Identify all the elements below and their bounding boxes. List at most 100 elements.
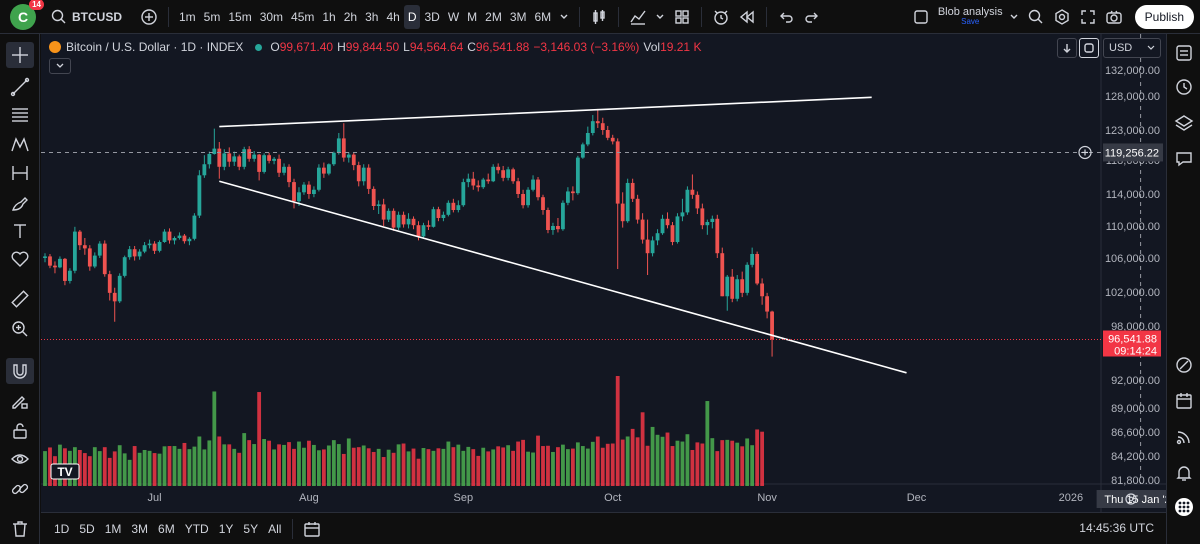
chats-button[interactable] <box>1171 146 1197 172</box>
streams-button[interactable] <box>1171 424 1197 450</box>
fib-tool[interactable] <box>6 102 34 128</box>
chart-type-button[interactable] <box>586 5 612 29</box>
trendline-2[interactable] <box>219 180 907 374</box>
fullscreen-button[interactable] <box>1075 5 1101 29</box>
notification-badge: 14 <box>29 0 44 10</box>
range-5d[interactable]: 5D <box>79 521 95 536</box>
measure-tool[interactable] <box>6 286 34 312</box>
notifications-button[interactable] <box>1171 460 1197 486</box>
layout-menu[interactable]: Blob analysis Save <box>908 5 1023 29</box>
interval-2m[interactable]: 2M <box>485 9 502 24</box>
volume-bar <box>615 376 620 486</box>
range-1d[interactable]: 1D <box>54 521 70 536</box>
quick-search-button[interactable] <box>1023 5 1049 29</box>
pattern-tool[interactable] <box>6 132 34 158</box>
range-6m[interactable]: 6M <box>158 521 175 536</box>
candle-body <box>615 141 620 204</box>
trendline-layer[interactable] <box>219 96 907 374</box>
interval-6m[interactable]: 6M <box>534 9 552 24</box>
interval-w[interactable]: W <box>447 9 460 24</box>
utc-clock[interactable]: 14:45:36 UTC <box>1079 521 1154 535</box>
forecast-tool[interactable] <box>6 160 34 186</box>
candle-body <box>391 210 396 228</box>
chart-canvas[interactable]: 132,000.00128,000.00123,000.00118,000.00… <box>41 34 1166 512</box>
interval-1m[interactable]: 1m <box>179 9 196 24</box>
volume-layer <box>43 376 765 486</box>
alert-button[interactable] <box>708 5 734 29</box>
volume-bar <box>476 455 481 486</box>
text-tool[interactable] <box>6 218 34 244</box>
interval-3d[interactable]: 3D <box>424 9 440 24</box>
lock-drawing-tool[interactable] <box>6 388 34 414</box>
goto-date-button[interactable] <box>299 517 325 541</box>
interval-4h[interactable]: 4h <box>386 9 400 24</box>
candle-body <box>82 245 87 249</box>
favorites-tool[interactable] <box>6 246 34 272</box>
compare-button[interactable] <box>136 5 162 29</box>
candle-body <box>232 156 237 162</box>
interval-3h[interactable]: 3h <box>365 9 379 24</box>
calendar-button[interactable] <box>1171 388 1197 414</box>
range-1y[interactable]: 1Y <box>218 521 234 536</box>
scroll-to-latest-button[interactable] <box>1057 38 1077 58</box>
replay-button[interactable] <box>734 5 760 29</box>
range-1m[interactable]: 1M <box>104 521 122 536</box>
interval-2h[interactable]: 2h <box>343 9 358 24</box>
crosshair-tool[interactable] <box>6 42 34 68</box>
interval-45m[interactable]: 45m <box>291 9 315 24</box>
brush-tool[interactable] <box>6 190 34 216</box>
indicators-dropdown[interactable] <box>651 5 669 29</box>
symbol-search[interactable]: BTCUSD <box>46 5 126 29</box>
link-tool[interactable] <box>6 476 34 502</box>
interval-1h[interactable]: 1h <box>322 9 336 24</box>
legend-collapse-button[interactable] <box>49 58 71 74</box>
candle-body <box>331 152 336 165</box>
volume-bar <box>570 448 575 486</box>
indicators-button[interactable] <box>625 5 651 29</box>
alerts-button[interactable] <box>1171 74 1197 100</box>
interval-30m[interactable]: 30m <box>259 9 284 24</box>
range-all[interactable]: All <box>268 521 282 536</box>
remove-drawings-tool[interactable] <box>6 516 34 542</box>
interval-dropdown[interactable] <box>555 5 573 29</box>
snapshot-button[interactable] <box>1101 5 1127 29</box>
redo-button[interactable] <box>799 5 825 29</box>
settings-button[interactable] <box>1049 5 1075 29</box>
zoom-tool[interactable] <box>6 316 34 342</box>
arrow-down-icon <box>1063 44 1071 53</box>
range-3m[interactable]: 3M <box>131 521 149 536</box>
currency-select[interactable]: USD <box>1103 38 1161 58</box>
apps-button[interactable] <box>1171 494 1197 520</box>
volume-bar <box>272 449 276 486</box>
auto-scale-button[interactable] <box>1079 38 1099 58</box>
price-axis-label: 110,000.00 <box>1106 221 1160 233</box>
candle-body <box>670 225 675 242</box>
interval-5m[interactable]: 5m <box>203 9 221 24</box>
layouts-button[interactable] <box>669 5 695 29</box>
publish-button[interactable]: Publish <box>1134 4 1194 29</box>
trendline-1[interactable] <box>219 96 872 128</box>
interval-3m[interactable]: 3M <box>509 9 527 24</box>
undo-button[interactable] <box>773 5 799 29</box>
volume-bar <box>760 431 765 486</box>
interval-d[interactable]: D <box>403 4 421 29</box>
volume-bar <box>670 446 675 486</box>
watchlist-button[interactable] <box>1171 40 1197 66</box>
range-ytd[interactable]: YTD <box>184 521 209 536</box>
candle-body <box>227 153 232 162</box>
user-avatar[interactable]: C 14 <box>10 0 44 30</box>
magnet-tool[interactable] <box>6 358 34 384</box>
trendline-tool[interactable] <box>6 74 34 100</box>
hide-tool[interactable] <box>6 446 34 472</box>
volume-bar <box>147 450 152 486</box>
lock-all-tool[interactable] <box>6 418 34 444</box>
ideas-button[interactable] <box>1171 352 1197 378</box>
range-5y[interactable]: 5Y <box>243 521 259 536</box>
object-tree-button[interactable] <box>1171 110 1197 136</box>
interval-m[interactable]: M <box>467 9 478 24</box>
countdown-label: 09:14:24 <box>1114 346 1157 358</box>
volume-bar <box>735 442 740 486</box>
candle-body <box>257 154 262 172</box>
interval-15m[interactable]: 15m <box>228 9 252 24</box>
chart-pane[interactable]: 132,000.00128,000.00123,000.00118,000.00… <box>41 34 1166 512</box>
